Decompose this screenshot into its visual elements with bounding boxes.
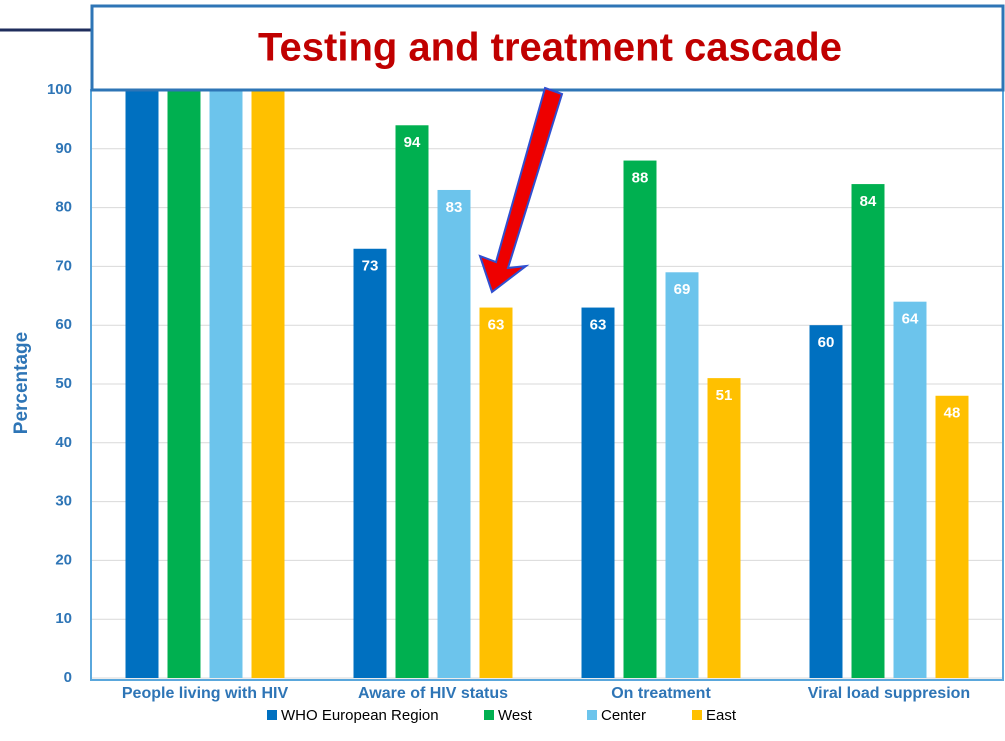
y-tick-label: 80 <box>55 199 72 216</box>
data-label: 73 <box>362 258 379 275</box>
y-tick-label: 70 <box>55 257 72 274</box>
y-tick-label: 0 <box>64 669 72 686</box>
arrow <box>478 86 564 294</box>
y-tick-label: 50 <box>55 375 72 392</box>
data-label: 88 <box>632 170 649 187</box>
x-tick-label: Aware of HIV status <box>358 685 508 702</box>
data-label: 51 <box>716 387 733 404</box>
bar <box>251 90 285 678</box>
y-tick-label: 30 <box>55 493 72 510</box>
legend-label: East <box>706 707 737 724</box>
x-tick-label: Viral load suppresion <box>808 685 970 702</box>
plot-area <box>91 89 1003 679</box>
data-label: 84 <box>860 193 877 210</box>
y-tick-label: 40 <box>55 434 72 451</box>
bar <box>665 272 699 678</box>
y-tick-label: 100 <box>47 81 72 98</box>
bar <box>437 189 471 678</box>
legend-label: WHO European Region <box>281 707 439 724</box>
bar <box>893 301 927 678</box>
y-tick-label: 90 <box>55 140 72 157</box>
bar <box>809 325 843 678</box>
y-tick-label: 20 <box>55 551 72 568</box>
y-tick-label: 60 <box>55 316 72 333</box>
legend-label: Center <box>601 707 646 724</box>
x-tick-label: On treatment <box>611 685 711 702</box>
data-label: 63 <box>590 317 607 334</box>
y-axis-label: Percentage <box>11 332 32 434</box>
legend-swatch <box>692 710 702 720</box>
legend-swatch <box>267 710 277 720</box>
bar <box>209 90 243 678</box>
bar <box>707 378 741 678</box>
data-label: 94 <box>404 134 421 151</box>
bar <box>353 248 387 678</box>
data-label: 64 <box>902 311 919 328</box>
x-tick-label: People living with HIV <box>122 685 289 702</box>
bar <box>935 395 969 678</box>
title-box <box>90 4 1005 92</box>
y-tick-label: 10 <box>55 610 72 627</box>
bar <box>125 90 159 678</box>
bar <box>851 184 885 678</box>
bar <box>623 160 657 678</box>
bar <box>395 125 429 678</box>
chart-title: Testing and treatment cascade <box>258 26 842 70</box>
legend-label: West <box>498 707 533 724</box>
legend-swatch <box>587 710 597 720</box>
data-label: 69 <box>674 281 691 298</box>
bar <box>581 307 615 678</box>
bar <box>479 307 513 678</box>
data-label: 83 <box>446 199 463 216</box>
data-label: 63 <box>488 317 505 334</box>
legend-swatch <box>484 710 494 720</box>
data-label: 48 <box>944 405 961 422</box>
data-label: 60 <box>818 334 835 351</box>
bar <box>167 90 201 678</box>
